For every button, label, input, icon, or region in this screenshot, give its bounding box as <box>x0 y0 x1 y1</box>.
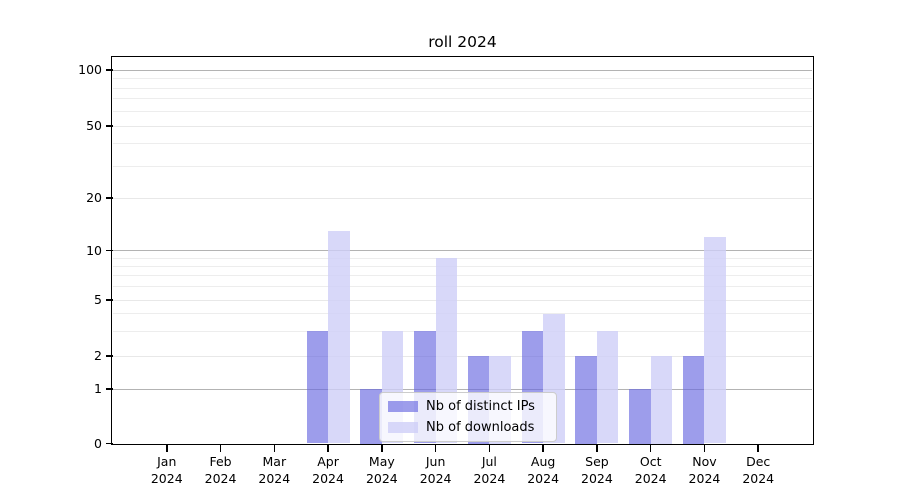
minor-gridline <box>113 78 812 79</box>
bar-downloads-oct <box>650 356 673 444</box>
minor-gridline <box>113 313 812 315</box>
minor-gridline <box>113 165 812 167</box>
minor-gridline <box>113 143 812 145</box>
minor-gridline <box>113 265 812 267</box>
x-tick <box>165 445 168 452</box>
legend-swatch-downloads <box>388 422 418 433</box>
bar-distinct-ips-sep <box>575 356 597 444</box>
legend-label-downloads: Nb of downloads <box>426 420 535 435</box>
bar-downloads-sep <box>596 331 619 444</box>
major-gridline <box>113 299 812 301</box>
x-tick <box>434 445 437 452</box>
y-tick <box>106 249 113 252</box>
legend-swatch-distinct-ips <box>388 401 418 412</box>
y-tick-label: 50 <box>86 118 102 133</box>
major-gridline <box>113 197 812 199</box>
x-tick <box>219 445 222 452</box>
y-tick <box>106 197 113 199</box>
x-tick-label-oct: Oct 2024 <box>634 453 667 486</box>
y-tick-label: 10 <box>86 242 102 258</box>
y-tick-label: 1 <box>94 381 102 396</box>
bar-distinct-ips-oct <box>629 389 651 444</box>
bar-distinct-ips-may <box>360 389 382 444</box>
bar-distinct-ips-apr <box>306 331 329 444</box>
x-tick <box>649 445 652 452</box>
y-tick <box>106 69 113 71</box>
x-tick <box>757 445 760 452</box>
legend-label-distinct-ips: Nb of distinct IPs <box>426 399 535 414</box>
minor-gridline <box>113 330 812 332</box>
minor-gridline <box>113 87 812 89</box>
x-tick <box>327 445 329 452</box>
chart-title: roll 2024 <box>428 33 497 51</box>
legend-item-distinct-ips: Nb of distinct IPs <box>388 397 546 416</box>
bar-downloads-apr <box>328 230 350 444</box>
x-tick <box>273 445 276 452</box>
y-tick-label: 2 <box>94 348 102 363</box>
x-tick-label-nov: Nov 2024 <box>688 453 721 486</box>
minor-gridline <box>113 257 812 259</box>
x-tick <box>542 445 544 452</box>
minor-gridline <box>113 110 812 112</box>
x-tick-label-jan: Jan 2024 <box>150 453 183 486</box>
major-gridline <box>113 69 812 71</box>
x-tick-label-apr: Apr 2024 <box>312 453 344 486</box>
y-tick <box>106 388 113 390</box>
y-tick-label: 100 <box>78 62 102 77</box>
y-tick <box>106 125 113 127</box>
y-tick <box>106 442 113 445</box>
x-tick-label-sep: Sep 2024 <box>581 453 613 486</box>
x-tick-label-jun: Jun 2024 <box>419 453 452 486</box>
x-tick <box>381 445 383 452</box>
major-gridline <box>113 355 812 357</box>
minor-gridline <box>113 275 812 277</box>
y-tick-label: 0 <box>94 435 102 451</box>
x-tick-label-aug: Aug 2024 <box>527 453 560 486</box>
y-tick <box>106 355 113 357</box>
bar-distinct-ips-nov <box>682 356 705 444</box>
y-tick-label: 20 <box>86 190 102 205</box>
x-tick-label-mar: Mar 2024 <box>258 453 291 486</box>
major-gridline <box>113 125 812 127</box>
x-tick-label-feb: Feb 2024 <box>204 453 237 486</box>
minor-gridline <box>113 286 812 288</box>
x-tick <box>596 445 598 452</box>
x-tick <box>703 445 706 452</box>
y-tick <box>106 299 113 301</box>
x-tick-label-dec: Dec 2024 <box>742 453 775 486</box>
legend-item-downloads: Nb of downloads <box>388 418 546 437</box>
major-gridline <box>113 388 812 390</box>
x-tick-label-may: May 2024 <box>365 453 398 486</box>
y-tick-label: 5 <box>94 292 102 307</box>
x-tick <box>488 445 491 452</box>
major-gridline <box>113 250 812 251</box>
legend: Nb of distinct IPs Nb of downloads <box>379 392 557 442</box>
bar-downloads-nov <box>704 236 726 444</box>
x-tick-label-jul: Jul 2024 <box>473 453 506 486</box>
minor-gridline <box>113 98 812 100</box>
